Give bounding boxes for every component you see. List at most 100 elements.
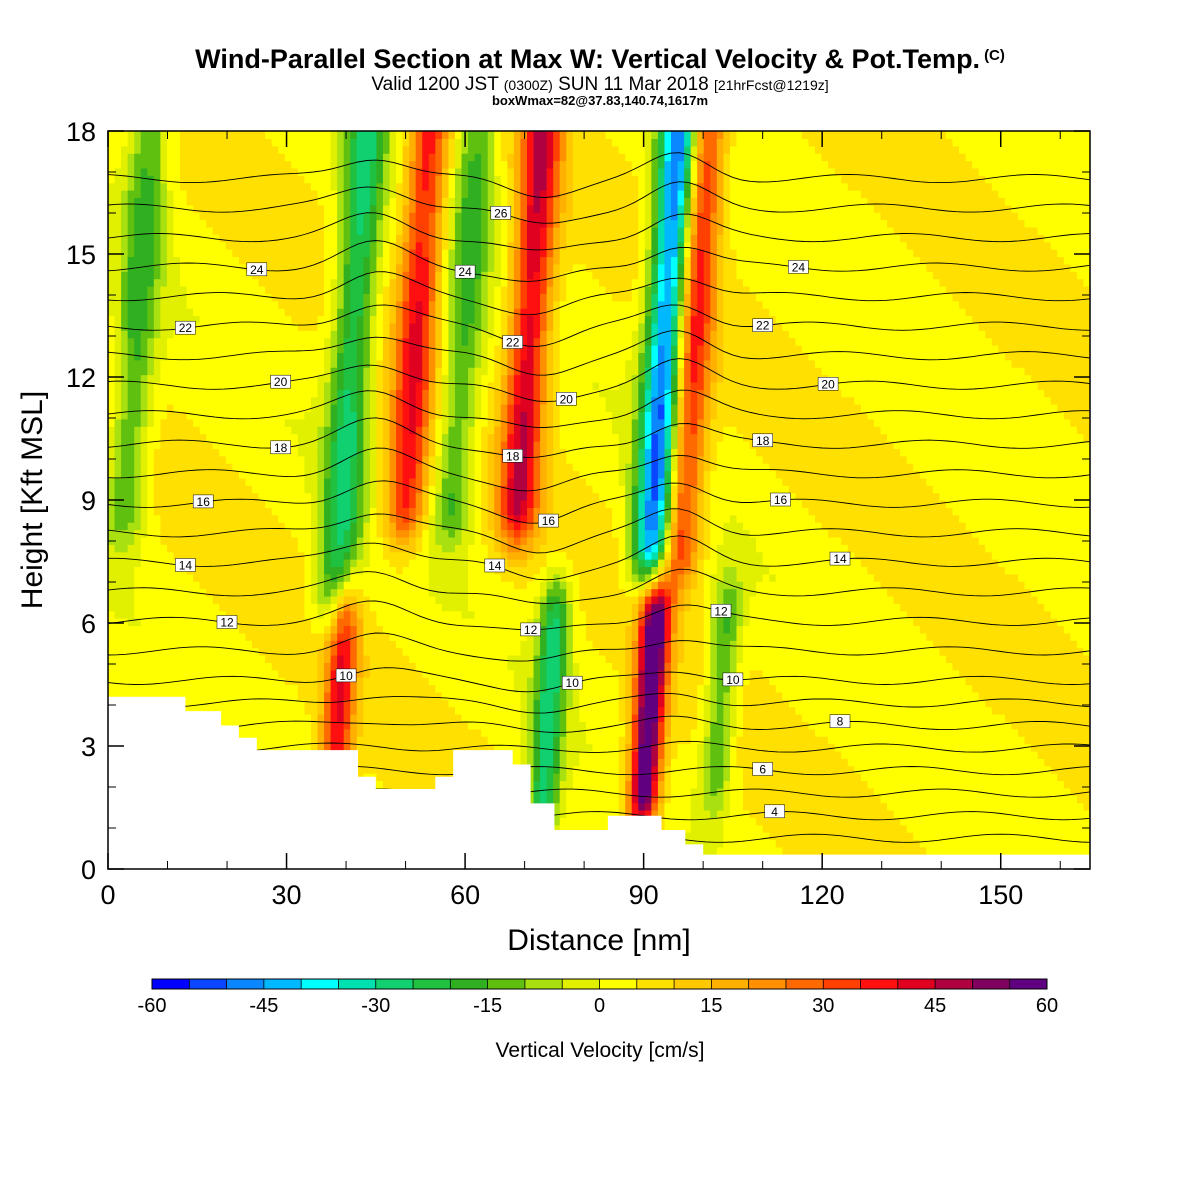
velocity-cell xyxy=(330,632,338,641)
velocity-cell xyxy=(494,669,502,678)
velocity-cell xyxy=(356,699,364,708)
velocity-cell xyxy=(710,706,718,715)
velocity-cell xyxy=(1037,699,1045,708)
velocity-cell xyxy=(605,773,613,782)
velocity-cell xyxy=(180,662,188,671)
velocity-cell xyxy=(435,706,443,715)
velocity-cell xyxy=(337,721,345,730)
velocity-cell xyxy=(579,773,587,782)
velocity-cell xyxy=(991,647,999,656)
velocity-cell xyxy=(526,706,535,715)
velocity-cell xyxy=(1011,736,1019,745)
velocity-cell xyxy=(1024,706,1032,715)
velocity-cell xyxy=(487,632,495,641)
velocity-cell xyxy=(612,625,620,634)
velocity-cell xyxy=(684,758,692,767)
velocity-cell xyxy=(1057,662,1065,671)
velocity-cell xyxy=(278,743,286,752)
velocity-cell xyxy=(304,632,312,641)
velocity-cell xyxy=(278,736,286,745)
velocity-cell xyxy=(828,706,836,715)
velocity-cell xyxy=(553,677,561,686)
velocity-cell xyxy=(487,728,495,737)
velocity-cell xyxy=(585,728,594,737)
velocity-cell xyxy=(729,699,738,708)
velocity-cell xyxy=(1050,832,1058,841)
velocity-cell xyxy=(965,758,973,767)
velocity-cell xyxy=(932,795,941,804)
velocity-cell xyxy=(1063,640,1071,649)
velocity-cell xyxy=(546,773,554,782)
velocity-cell xyxy=(939,654,947,663)
velocity-cell xyxy=(1083,787,1090,796)
velocity-cell xyxy=(369,765,378,774)
velocity-cell xyxy=(978,758,986,767)
velocity-cell xyxy=(291,654,299,663)
velocity-cell xyxy=(546,632,554,641)
velocity-cell xyxy=(991,795,999,804)
velocity-cell xyxy=(703,714,711,722)
velocity-cell xyxy=(631,765,639,774)
velocity-cell xyxy=(330,736,338,745)
velocity-cell xyxy=(1050,662,1058,671)
velocity-cell xyxy=(1083,846,1090,855)
velocity-cell xyxy=(474,632,482,641)
velocity-cell xyxy=(461,706,469,715)
velocity-cell xyxy=(1050,669,1058,678)
velocity-cell xyxy=(821,662,829,671)
velocity-cell xyxy=(585,795,594,804)
velocity-cell xyxy=(847,699,855,708)
velocity-cell xyxy=(847,780,855,789)
velocity-cell xyxy=(743,728,751,737)
velocity-cell xyxy=(1024,625,1032,634)
velocity-cell xyxy=(821,846,829,855)
velocity-cell xyxy=(638,787,646,796)
velocity-cell xyxy=(494,625,502,634)
velocity-cell xyxy=(225,654,233,663)
velocity-cell xyxy=(945,787,954,796)
velocity-cell xyxy=(782,846,790,855)
velocity-cell xyxy=(540,677,548,686)
velocity-cell xyxy=(834,817,842,826)
velocity-cell xyxy=(1090,640,1097,648)
valid-prefix: Valid 1200 JST xyxy=(371,74,499,95)
velocity-cell xyxy=(671,714,679,722)
velocity-cell xyxy=(173,684,181,693)
velocity-cell xyxy=(127,625,135,634)
velocity-cell xyxy=(952,743,960,752)
velocity-cell xyxy=(847,632,855,641)
velocity-cell xyxy=(769,714,777,722)
velocity-cell xyxy=(880,625,888,634)
velocity-cell xyxy=(880,684,888,693)
velocity-cell xyxy=(592,787,600,796)
velocity-cell xyxy=(919,795,927,804)
velocity-cell xyxy=(513,632,522,641)
velocity-cell xyxy=(1031,654,1039,663)
velocity-cell xyxy=(500,684,508,693)
velocity-cell xyxy=(304,625,312,634)
velocity-cell xyxy=(369,706,378,715)
velocity-cell xyxy=(317,714,325,722)
velocity-cell xyxy=(553,773,561,782)
velocity-cell xyxy=(815,691,823,700)
velocity-cell xyxy=(1017,677,1026,686)
velocity-cell xyxy=(932,773,941,782)
velocity-cell xyxy=(729,736,738,745)
velocity-cell xyxy=(932,684,941,693)
velocity-cell xyxy=(1090,744,1097,752)
velocity-cell xyxy=(415,721,423,730)
velocity-cell xyxy=(618,625,626,634)
velocity-cell xyxy=(238,699,247,708)
velocity-cell xyxy=(454,647,463,656)
velocity-cell xyxy=(900,846,908,855)
velocity-cell xyxy=(225,699,233,708)
velocity-cell xyxy=(677,691,685,700)
velocity-cell xyxy=(1050,780,1058,789)
velocity-cell xyxy=(788,817,796,826)
velocity-cell xyxy=(782,714,790,722)
velocity-cell xyxy=(880,839,888,848)
velocity-cell xyxy=(743,832,751,841)
velocity-cell xyxy=(906,795,914,804)
velocity-cell xyxy=(900,677,908,686)
velocity-cell xyxy=(1070,706,1078,715)
